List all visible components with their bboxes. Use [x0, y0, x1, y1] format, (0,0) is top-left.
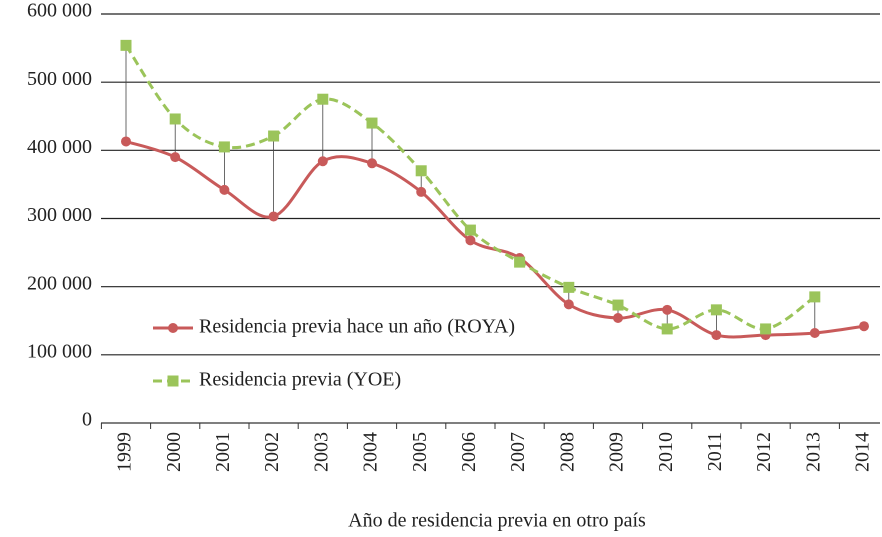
data-point [612, 299, 624, 311]
data-point [514, 256, 526, 268]
data-point [563, 299, 574, 310]
y-tick-label: 0 [82, 409, 92, 431]
x-tick-label: 2008 [556, 432, 578, 472]
data-point [170, 152, 181, 163]
y-tick-label: 300 000 [27, 204, 92, 226]
data-point [317, 93, 329, 105]
data-point [760, 323, 772, 335]
data-point [268, 130, 280, 142]
x-tick-label: 2006 [458, 432, 480, 472]
data-point [464, 224, 476, 236]
x-tick-label: 2000 [163, 432, 185, 472]
legend-label: Residencia previa (YOE) [199, 369, 401, 391]
x-tick-label: 2001 [212, 432, 234, 472]
data-point [809, 328, 820, 339]
legend-label: Residencia previa hace un año (ROYA) [199, 316, 515, 338]
data-point [121, 136, 131, 147]
x-axis-label: Año de residencia previa en otro país [348, 510, 646, 532]
data-point [317, 156, 328, 167]
x-tick-label: 2004 [360, 432, 382, 472]
y-tick-label: 500 000 [27, 68, 92, 90]
data-point [661, 323, 673, 335]
x-tick-label: 2010 [655, 432, 677, 472]
x-tick-label: 2009 [606, 432, 628, 472]
x-tick-label: 2007 [507, 432, 529, 472]
x-tick-label: 2003 [310, 432, 332, 472]
data-point [367, 158, 377, 169]
data-point [859, 321, 869, 332]
data-point [169, 113, 181, 125]
data-point [416, 186, 427, 197]
y-tick-label: 100 000 [27, 340, 92, 362]
data-point [563, 281, 575, 293]
x-tick-label: 2013 [802, 432, 824, 472]
series-line [125, 140, 865, 339]
series-line [124, 44, 816, 331]
legend-marker [168, 323, 178, 333]
data-point [120, 39, 132, 51]
data-point [809, 291, 821, 303]
x-tick-label: 2012 [753, 432, 775, 472]
y-tick-label: 200 000 [27, 272, 92, 294]
data-point [366, 117, 378, 129]
data-point [415, 165, 427, 177]
x-tick-label: 2014 [852, 432, 874, 472]
data-point [662, 304, 673, 315]
x-tick-label: 2011 [704, 432, 726, 471]
x-tick-label: 2005 [409, 432, 431, 472]
data-point [218, 141, 230, 153]
y-tick-label: 600 000 [27, 0, 92, 22]
y-tick-label: 400 000 [27, 136, 92, 158]
data-point [465, 235, 476, 246]
data-point [219, 184, 230, 195]
data-point [711, 330, 722, 341]
x-tick-label: 1999 [114, 432, 136, 472]
data-point [710, 304, 722, 316]
data-point [268, 211, 279, 222]
data-point [613, 313, 623, 324]
x-tick-label: 2002 [261, 432, 283, 472]
legend-marker [167, 375, 179, 387]
